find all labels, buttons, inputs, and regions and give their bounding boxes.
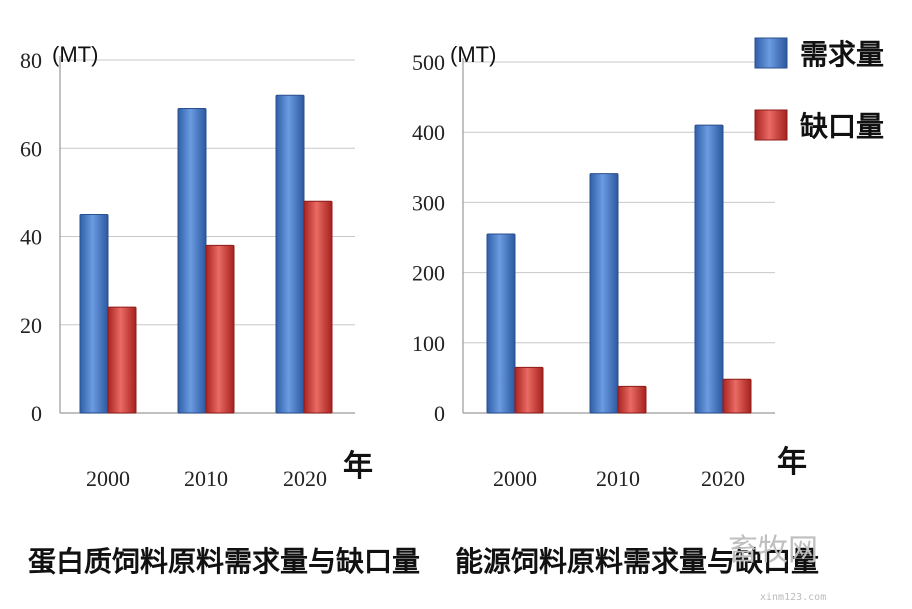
energy-chart-x-axis-title: 年 <box>777 445 807 480</box>
legend-swatch-gap <box>754 109 788 141</box>
protein-bar-gap-2020 <box>303 200 333 414</box>
energy-x-tick-label: 2020 <box>701 466 745 491</box>
legend: 需求量 缺口量 <box>754 37 884 143</box>
protein-bar-gap-2000 <box>107 306 137 414</box>
protein-y-tick-label: 60 <box>20 136 42 161</box>
energy-y-tick-label: 300 <box>412 190 445 215</box>
protein-chart-bars <box>79 94 333 414</box>
energy-y-tick-label: 100 <box>412 331 445 356</box>
energy-y-tick-label: 200 <box>412 261 445 286</box>
energy-y-tick-label: 400 <box>412 120 445 145</box>
protein-y-tick-label: 80 <box>20 48 42 73</box>
energy-x-tick-label: 2010 <box>596 466 640 491</box>
energy-feed-chart: 0 100 200 300 400 500 2000 2010 2020 (MT) 年 能源饲… <box>412 42 819 578</box>
energy-chart-bars <box>486 124 752 414</box>
protein-chart-x-ticks: 2000 2010 2020 <box>86 466 327 491</box>
legend-swatch-demand <box>754 37 788 69</box>
energy-bar-demand-2020 <box>694 124 724 414</box>
protein-chart-unit-label: (MT) <box>52 42 98 67</box>
energy-chart-caption: 能源饲料原料需求量与缺口量 <box>455 545 819 578</box>
watermark-domain-text: xinm123.com <box>760 592 826 603</box>
energy-x-tick-label: 2000 <box>493 466 537 491</box>
energy-bar-demand-2000 <box>486 233 516 414</box>
protein-bar-demand-2020 <box>275 94 305 414</box>
protein-y-tick-label: 20 <box>20 313 42 338</box>
protein-chart-x-axis-title: 年 <box>343 449 373 484</box>
protein-chart-y-ticks: 0 20 40 60 80 <box>20 48 42 426</box>
protein-feed-chart: 0 20 40 60 80 2000 2010 2020 (MT) 年 蛋白质饲料原料需求量… <box>20 42 420 578</box>
energy-y-tick-label: 0 <box>434 401 445 426</box>
protein-x-tick-label: 2020 <box>283 466 327 491</box>
protein-bar-demand-2010 <box>177 108 207 414</box>
protein-x-tick-label: 2010 <box>184 466 228 491</box>
energy-y-tick-label: 500 <box>412 50 445 75</box>
protein-x-tick-label: 2000 <box>86 466 130 491</box>
protein-bar-demand-2000 <box>79 213 109 414</box>
protein-bar-gap-2010 <box>205 244 235 414</box>
legend-label-gap: 缺口量 <box>800 110 884 143</box>
watermark: 畜牧网 xinm123.com <box>728 533 826 603</box>
legend-label-demand: 需求量 <box>800 38 884 71</box>
protein-chart-caption: 蛋白质饲料原料需求量与缺口量 <box>28 545 420 578</box>
energy-bar-gap-2000 <box>514 366 544 414</box>
protein-y-tick-label: 0 <box>31 401 42 426</box>
energy-chart-y-ticks: 0 100 200 300 400 500 <box>412 50 445 426</box>
energy-chart-x-ticks: 2000 2010 2020 <box>493 466 745 491</box>
energy-bar-gap-2010 <box>617 385 647 414</box>
protein-y-tick-label: 40 <box>20 225 42 250</box>
energy-chart-unit-label: (MT) <box>450 42 496 67</box>
energy-bar-demand-2010 <box>589 173 619 414</box>
watermark-logo-text: 畜牧网 <box>728 533 818 568</box>
energy-bar-gap-2020 <box>722 378 752 414</box>
